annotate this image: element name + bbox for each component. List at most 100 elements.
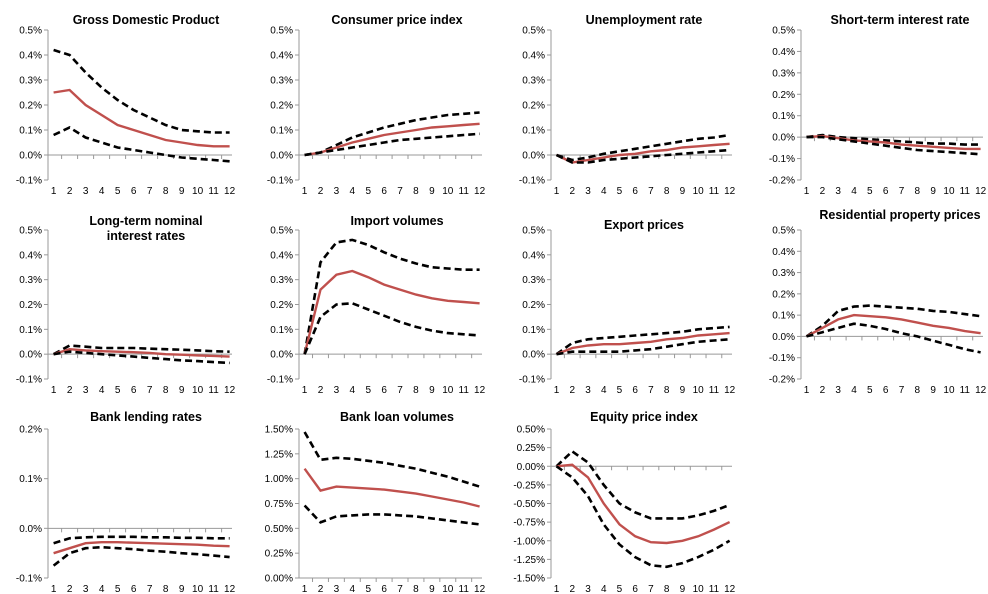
y-tick-label: -0.1% [267,375,293,386]
x-tick-label: 11 [459,584,470,594]
y-tick-label: 0.1% [270,325,293,336]
y-tick-label: -0.1% [16,176,42,187]
x-tick-label: 3 [835,186,841,197]
x-tick-label: 4 [601,584,607,594]
y-tick-label: 0.50% [517,425,545,436]
lower-band-line [303,504,480,526]
x-tick-label: 4 [350,584,356,594]
x-tick-label: 12 [224,186,236,197]
chart-panel-1: Gross Domestic Product -0.1% 0.0% 0.1% 0.2% 0… [16,13,236,197]
y-tick-label: 0.1% [270,126,293,137]
x-tick-label: 11 [709,584,720,594]
x-tick-label: 12 [975,385,987,396]
lower-band-line [555,148,730,164]
x-tick-label: 5 [617,584,623,594]
x-tick-label: 6 [131,584,137,594]
lower-band-line [556,338,730,356]
y-tick-label: 0.3% [19,76,42,87]
x-tick-label: 10 [693,584,705,594]
x-tick-label: 5 [365,584,371,594]
y-tick-label: 0.1% [772,311,795,322]
x-tick-label: 3 [83,584,89,594]
x-tick-label: 12 [724,186,736,197]
x-tick-label: 10 [442,385,454,396]
x-tick-label: 6 [131,186,137,197]
y-tick-label: 0.4% [270,51,293,62]
x-tick-label: 7 [397,186,403,197]
lower-band-line [303,301,480,355]
y-tick-label: -0.1% [16,574,42,585]
y-tick-label: -1.00% [513,536,545,547]
x-tick-label: 10 [693,186,705,197]
x-tick-label: 7 [899,385,905,396]
chart-title: Gross Domestic Product [73,13,220,27]
y-tick-label: 0.3% [19,275,42,286]
y-tick-label: 0.2% [522,101,545,112]
x-tick-label: 7 [147,186,153,197]
y-tick-label: -0.25% [513,480,545,491]
x-tick-label: 7 [397,385,403,396]
x-tick-label: 12 [724,385,736,396]
x-tick-label: 8 [163,584,169,594]
x-tick-label: 11 [208,584,219,594]
x-tick-label: 3 [585,385,591,396]
x-tick-label: 9 [429,385,435,396]
x-tick-label: 3 [83,186,89,197]
chart-title: Import volumes [350,214,443,228]
chart-title: Export prices [604,218,684,232]
x-tick-label: 4 [99,186,105,197]
x-tick-label: 6 [632,385,638,396]
x-tick-label: 12 [474,584,486,594]
x-tick-label: 11 [459,186,470,197]
x-tick-label: 3 [83,385,89,396]
x-tick-label: 2 [318,186,324,197]
chart-panel-6: Import volumes -0.1% 0.0% 0.1% 0.2% 0.3% 0.4% 0… [267,214,486,396]
x-tick-label: 5 [115,584,121,594]
x-tick-label: 5 [115,186,121,197]
upper-band-line [53,535,230,545]
x-tick-label: 5 [365,186,371,197]
y-tick-label: 0.3% [270,76,293,87]
upper-band-line [555,325,730,356]
x-tick-label: 3 [334,584,340,594]
y-tick-label: 0.1% [19,126,42,137]
y-tick-label: -0.2% [769,375,795,386]
x-tick-label: 10 [943,385,955,396]
x-tick-label: 1 [804,186,810,197]
x-tick-label: 8 [413,584,419,594]
chart-title: Long-term nominal [89,214,202,228]
upper-band-line [303,238,480,355]
chart-panel-10: Bank loan volumes 0.00% 0.25% 0.50% 0.75% 1.0… [265,410,486,594]
central-estimate-line [53,541,230,555]
y-tick-label: 0.5% [522,226,545,237]
x-tick-label: 5 [867,186,873,197]
y-tick-label: 0.2% [270,300,293,311]
y-tick-label: -1.25% [513,555,545,566]
x-tick-label: 9 [930,186,936,197]
chart-title: Equity price index [590,410,698,424]
y-tick-label: -0.1% [769,154,795,165]
x-tick-label: 8 [915,186,921,197]
upper-band-line [556,133,730,162]
central-estimate-line [806,134,981,151]
x-tick-label: 7 [147,584,153,594]
y-tick-label: 0.2% [270,101,293,112]
x-tick-label: 9 [429,186,435,197]
x-tick-label: 1 [51,186,57,197]
chart-panel-3: Unemployment rate -0.1% 0.0% 0.1% 0.2% 0.3% 0.… [519,13,736,197]
y-tick-label: -0.2% [769,176,795,187]
y-tick-label: 0.0% [522,350,545,361]
x-tick-label: 8 [163,186,169,197]
x-tick-label: 4 [99,584,105,594]
y-tick-label: 0.25% [517,443,545,454]
x-tick-label: 7 [147,385,153,396]
y-tick-label: 0.5% [772,26,795,37]
y-tick-label: 0.75% [265,499,293,510]
x-tick-label: 12 [474,186,486,197]
chart-title: Bank loan volumes [340,410,454,424]
x-tick-label: 1 [554,385,560,396]
x-tick-label: 7 [648,186,654,197]
chart-title: Consumer price index [331,13,462,27]
x-tick-label: 9 [179,186,185,197]
